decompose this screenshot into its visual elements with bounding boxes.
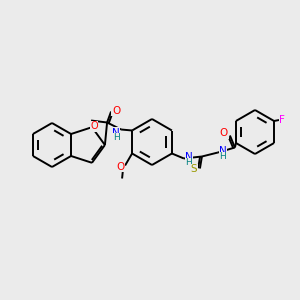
Text: S: S [190, 164, 197, 175]
Text: O: O [112, 106, 120, 116]
Text: O: O [220, 128, 228, 139]
Text: N: N [112, 128, 120, 137]
Text: H: H [113, 133, 119, 142]
Text: O: O [116, 161, 124, 172]
Text: N: N [185, 152, 193, 161]
Text: O: O [90, 121, 98, 131]
Text: H: H [185, 158, 192, 167]
Text: H: H [220, 152, 226, 161]
Text: N: N [219, 146, 227, 155]
Text: F: F [279, 115, 285, 125]
